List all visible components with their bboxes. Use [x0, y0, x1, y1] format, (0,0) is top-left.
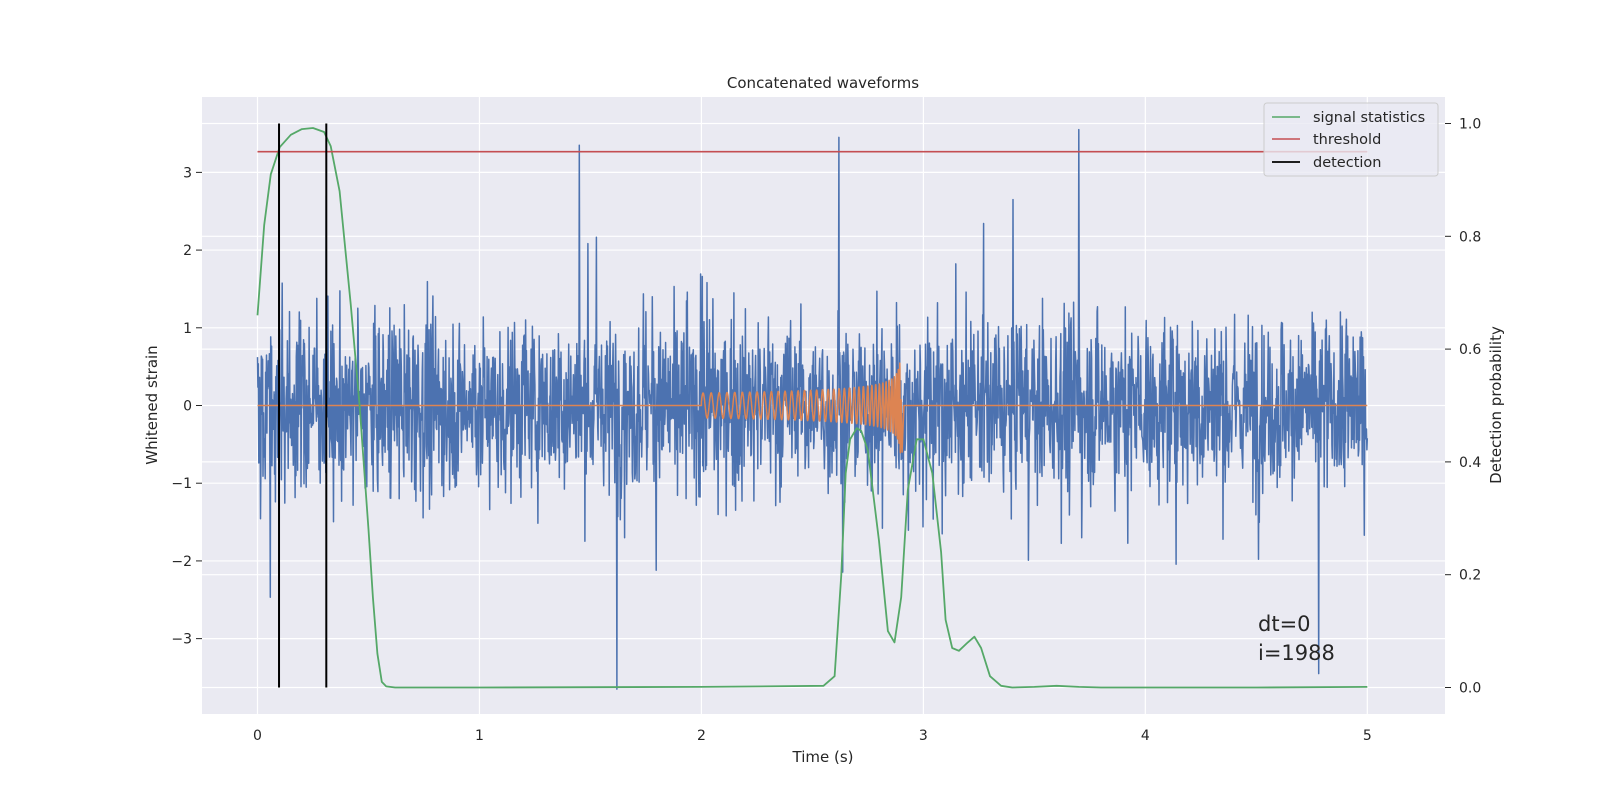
y-axis-label: Whitened strain	[143, 345, 161, 464]
legend-label-threshold: threshold	[1313, 132, 1381, 148]
y-tick-label: −2	[171, 554, 192, 570]
legend-frame	[1263, 102, 1439, 177]
x-axis-label: Time (s)	[792, 748, 854, 766]
x-tick-label: 3	[919, 728, 928, 744]
legend-label-signal-statistics: signal statistics	[1313, 110, 1425, 126]
annotation-index: i=1988	[1258, 641, 1335, 665]
y2-tick-label: 0.2	[1459, 568, 1481, 584]
y-tick-label: 1	[183, 321, 192, 337]
y-tick-label: 3	[183, 165, 192, 181]
y2-axis-ticks: 0.0 0.2 0.4 0.6 0.8 1.0	[1445, 117, 1481, 696]
x-tick-label: 2	[697, 728, 706, 744]
signal-statistics-line	[256, 127, 1368, 689]
legend-label-detection: detection	[1313, 155, 1381, 171]
x-axis-ticks: 0 1 2 3 4 5	[253, 728, 1372, 744]
template-chirp-line	[257, 362, 1368, 454]
chart-marks	[256, 123, 1369, 690]
y2-tick-label: 0.8	[1459, 229, 1481, 245]
y2-tick-label: 0.4	[1459, 455, 1481, 471]
y2-axis-label: Detection probability	[1487, 326, 1505, 484]
strain-series-line	[256, 128, 1369, 690]
x-tick-label: 0	[253, 728, 262, 744]
legend: signal statistics threshold detection	[1263, 102, 1439, 177]
annotation-dt: dt=0	[1258, 612, 1311, 636]
y2-tick-label: 0.0	[1459, 680, 1481, 696]
x-tick-label: 5	[1363, 728, 1372, 744]
y-axis-ticks: −3 −2 −1 0 1 2 3	[171, 165, 202, 648]
y2-tick-label: 1.0	[1459, 117, 1481, 133]
x-tick-label: 4	[1141, 728, 1150, 744]
y2-tick-label: 0.6	[1459, 342, 1481, 358]
y-tick-label: 0	[183, 399, 192, 415]
chart-title: Concatenated waveforms	[727, 74, 919, 92]
right-axis-series	[256, 123, 1368, 689]
x-tick-label: 1	[475, 728, 484, 744]
y-tick-label: 2	[183, 243, 192, 259]
y-tick-label: −3	[171, 632, 192, 648]
y-tick-label: −1	[171, 476, 192, 492]
